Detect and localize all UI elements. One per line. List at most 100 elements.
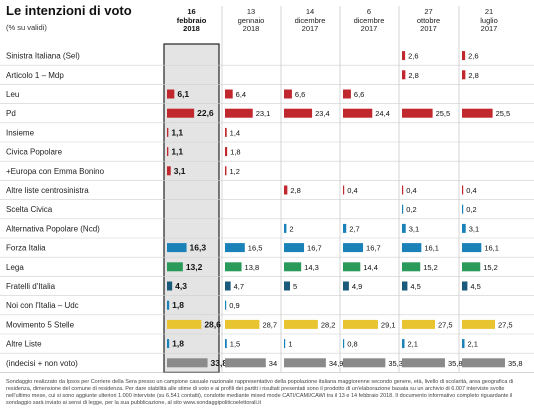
methodology-footnote: Sondaggio realizzato da Ipsos per Corrie… xyxy=(6,379,514,406)
bar xyxy=(225,300,227,310)
bar xyxy=(167,300,170,310)
chart-title: Le intenzioni di voto xyxy=(6,3,132,18)
value-label: 1 xyxy=(288,340,292,349)
value-label: 2,6 xyxy=(468,52,478,61)
chart-subtitle: (% su validi) xyxy=(6,23,47,32)
vote-intention-chart: Sinistra Italiana (Sel) 2,6 2,6 Articolo 1 … xyxy=(0,6,534,373)
bar xyxy=(462,70,466,80)
value-label: 6,6 xyxy=(354,90,364,99)
bar xyxy=(167,243,187,253)
bar xyxy=(402,223,406,233)
bar xyxy=(284,108,313,118)
value-label: 3,1 xyxy=(409,224,419,233)
value-label: 1,2 xyxy=(229,167,239,176)
date-header-4: 27 ottobre 2017 xyxy=(399,7,458,34)
bar xyxy=(343,319,378,329)
value-label: 0,2 xyxy=(406,205,416,214)
bar xyxy=(225,243,245,253)
value-label: 14,4 xyxy=(363,263,378,272)
bar xyxy=(462,51,466,61)
bar xyxy=(284,243,305,253)
date-month: luglio xyxy=(480,15,498,25)
value-label: 0,4 xyxy=(347,186,357,195)
value-label: 2,6 xyxy=(408,52,418,61)
bar xyxy=(402,204,404,214)
row-label: Altre liste centrosinistra xyxy=(6,186,89,195)
bar xyxy=(402,185,404,195)
date-day: 13 xyxy=(246,7,256,16)
bar xyxy=(225,147,228,157)
row-label: Civica Popolare xyxy=(6,148,63,157)
bar xyxy=(284,185,288,195)
value-label: 0,8 xyxy=(347,340,357,349)
value-label: 2,8 xyxy=(468,71,478,80)
value-label: 5 xyxy=(293,282,297,291)
row-label: Movimento 5 Stelle xyxy=(6,320,75,329)
bar xyxy=(402,262,421,272)
bar xyxy=(343,339,345,349)
bar xyxy=(284,89,292,99)
bar xyxy=(462,223,466,233)
value-label: 16,7 xyxy=(366,244,381,253)
bar xyxy=(402,339,405,349)
value-label: 4,5 xyxy=(470,282,480,291)
bar xyxy=(462,243,482,253)
row-label: Fratelli d'Italia xyxy=(6,282,56,291)
value-label: 23,4 xyxy=(315,109,330,118)
value-label: 6,1 xyxy=(177,89,189,99)
date-month: febbraio xyxy=(176,15,207,25)
bar xyxy=(225,89,233,99)
bar xyxy=(402,70,406,80)
value-label: 15,2 xyxy=(423,263,438,272)
bar xyxy=(462,262,481,272)
bar xyxy=(225,339,227,349)
bar xyxy=(462,339,465,349)
date-header-2: 14 dicembre 2017 xyxy=(281,7,339,34)
value-label: 1,1 xyxy=(171,127,183,137)
bar xyxy=(343,243,364,253)
row-label: Scelta Civica xyxy=(6,205,53,214)
value-label: 4,5 xyxy=(410,282,420,291)
bar xyxy=(462,281,468,291)
value-label: 0,4 xyxy=(406,186,416,195)
value-label: 15,2 xyxy=(483,263,498,272)
date-year: 2017 xyxy=(480,24,498,34)
row-label: Forza Italia xyxy=(6,244,46,253)
value-label: 28,6 xyxy=(204,319,221,329)
value-label: 3,1 xyxy=(469,224,479,233)
row-label: Lega xyxy=(6,263,24,272)
bar xyxy=(225,281,231,291)
date-header-row: 16 febbraio 2018 13 gennaio 2018 14 dicembre 201… xyxy=(0,0,534,44)
date-year: 2018 xyxy=(183,24,200,34)
value-label: 29,1 xyxy=(381,320,396,329)
bar xyxy=(167,166,171,176)
date-year: 2017 xyxy=(301,24,319,34)
value-label: 27,5 xyxy=(498,320,513,329)
bar xyxy=(167,108,195,118)
row-label: +Europa con Emma Bonino xyxy=(6,167,105,176)
bar xyxy=(225,108,253,118)
bar xyxy=(402,319,435,329)
bar xyxy=(343,281,349,291)
bar xyxy=(167,319,202,329)
date-day: 6 xyxy=(366,7,372,16)
value-label: 16,1 xyxy=(484,244,499,253)
value-label: 2,1 xyxy=(468,340,478,349)
bar xyxy=(167,339,170,349)
bar xyxy=(167,89,175,99)
bar xyxy=(462,108,493,118)
value-label: 1,1 xyxy=(171,147,183,157)
bar xyxy=(284,223,287,233)
bar xyxy=(167,127,169,137)
value-label: 24,4 xyxy=(375,109,390,118)
row-label: Insieme xyxy=(6,128,35,137)
bar xyxy=(225,262,242,272)
date-day: 27 xyxy=(424,7,433,16)
value-label: 0,9 xyxy=(229,301,239,310)
value-label: 4,3 xyxy=(175,281,187,291)
value-label: 14,3 xyxy=(304,263,319,272)
date-header-0: 16 febbraio 2018 xyxy=(164,7,219,34)
date-header-3: 6 dicembre 2017 xyxy=(340,7,398,34)
bar xyxy=(284,358,326,368)
bar xyxy=(343,108,373,118)
